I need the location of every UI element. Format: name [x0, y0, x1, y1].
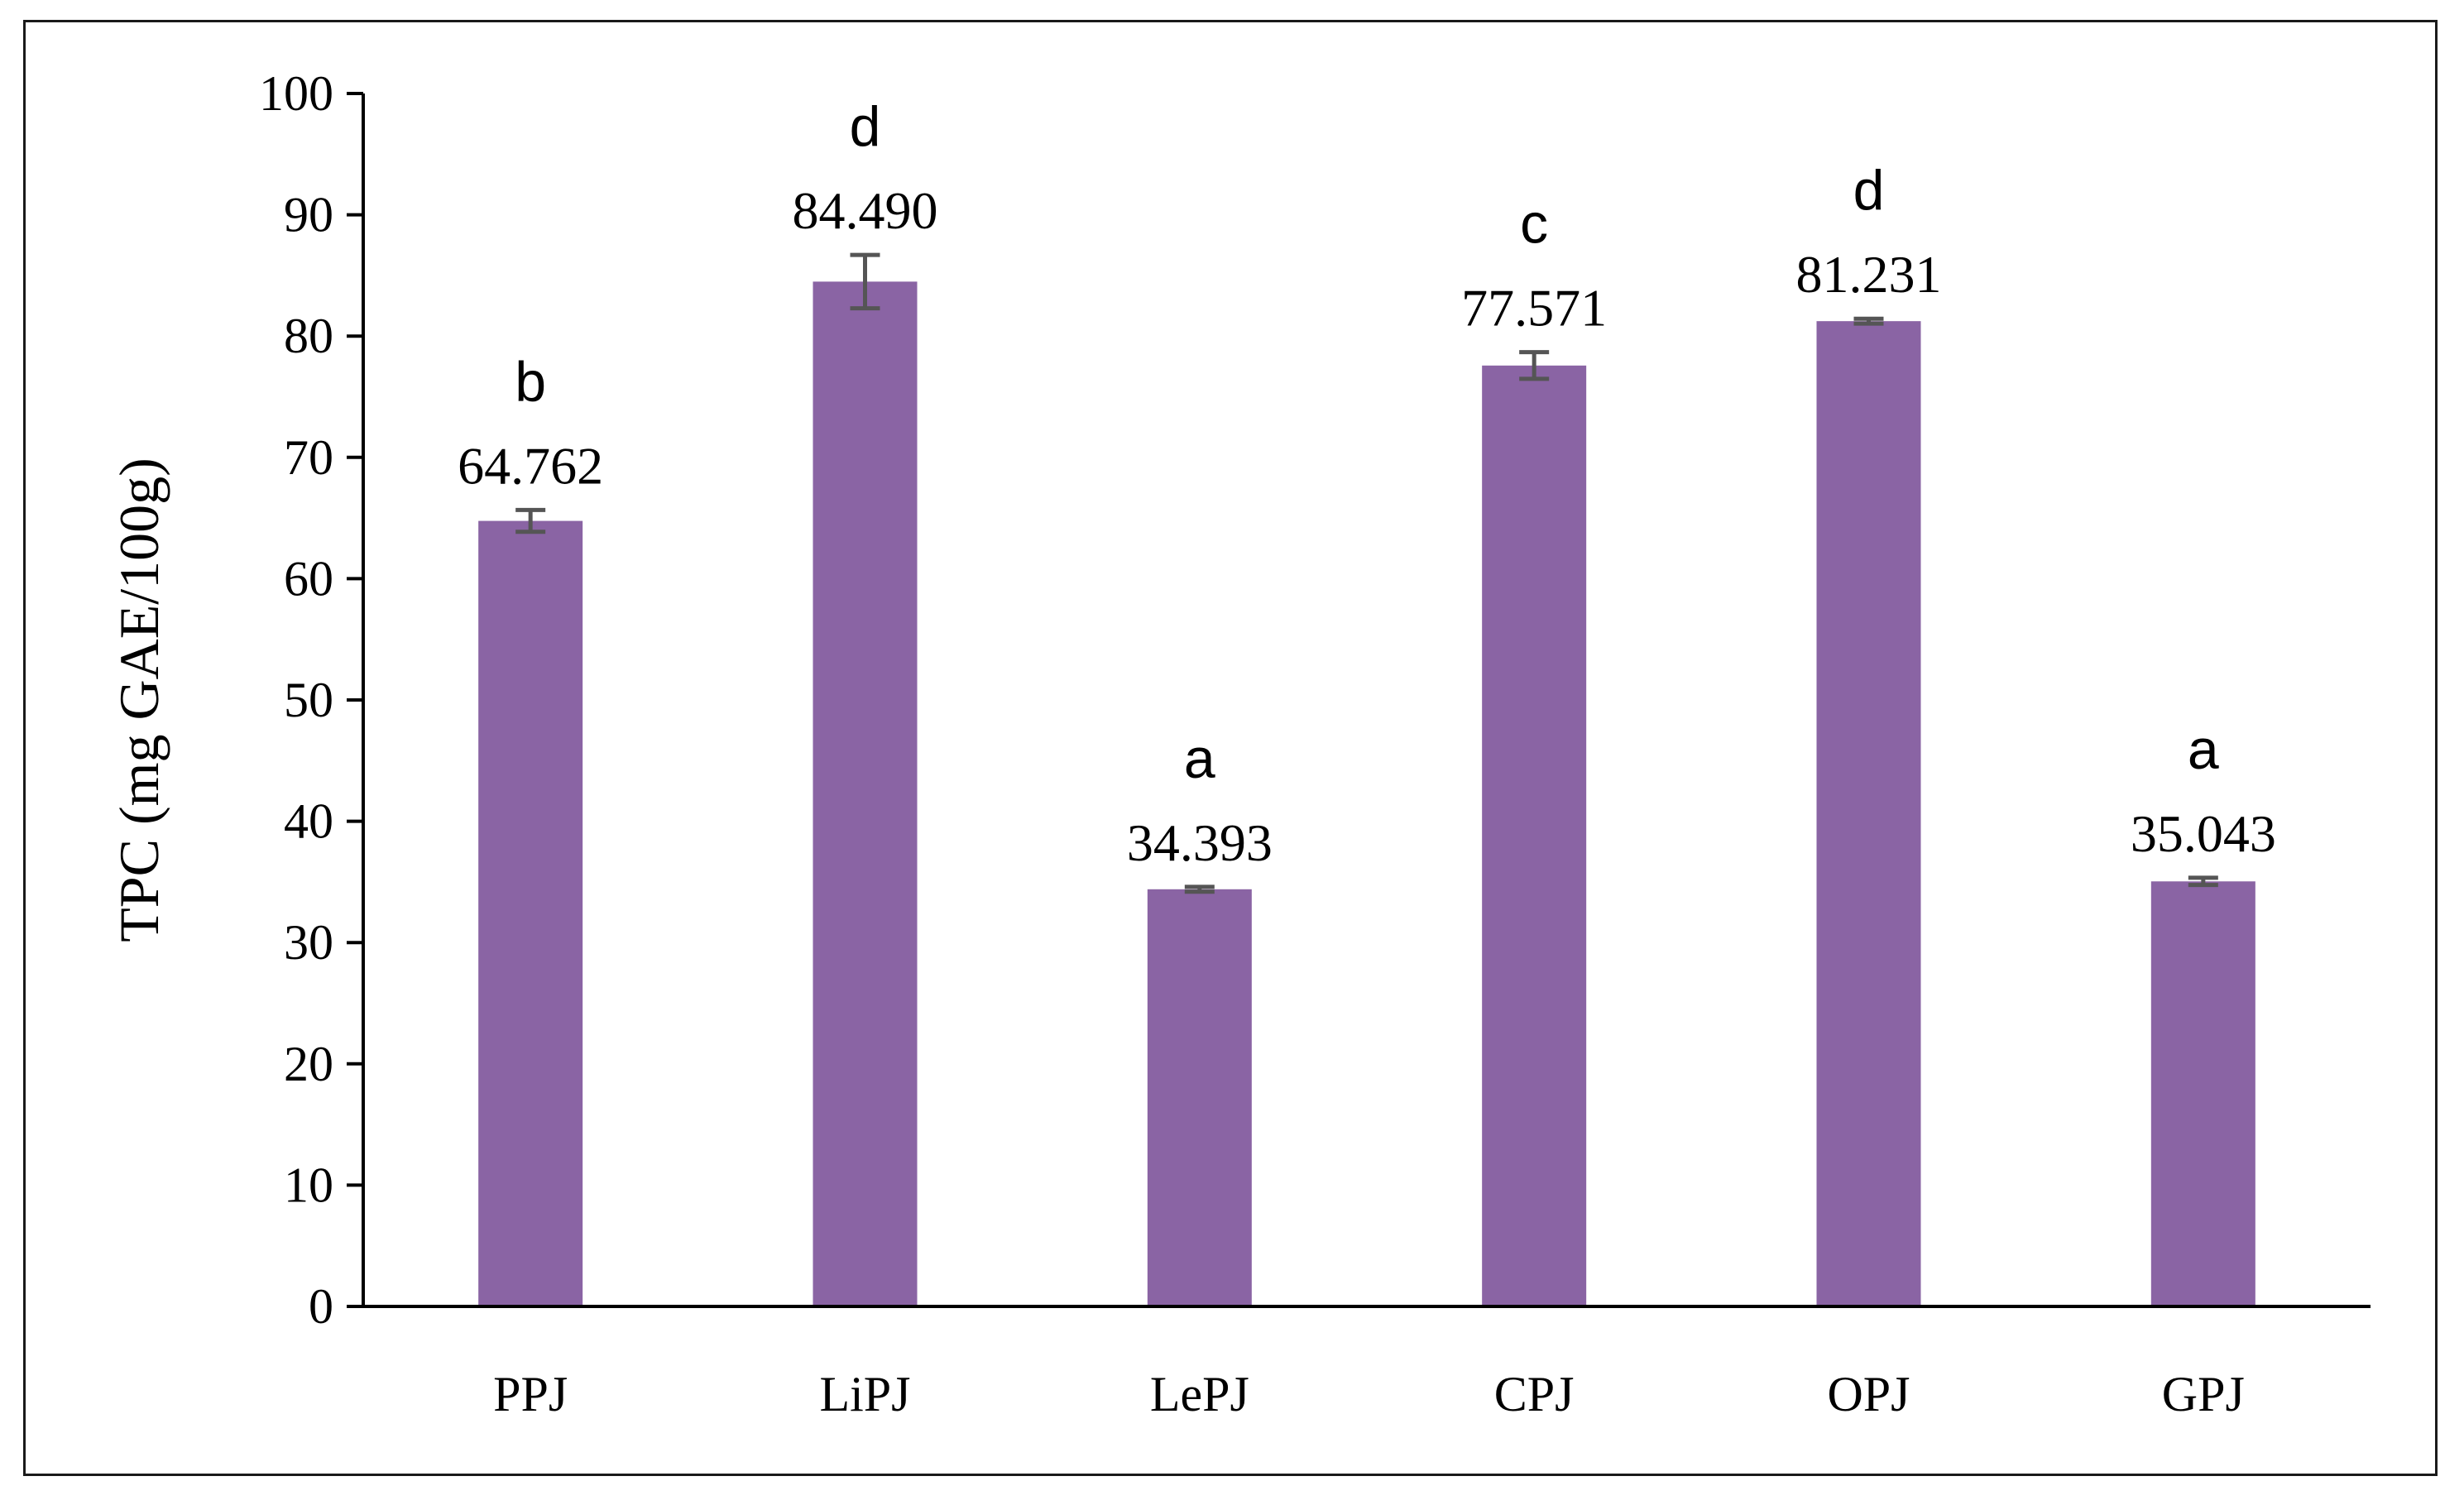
bar-LePJ — [1147, 889, 1252, 1306]
y-tick-label: 0 — [309, 1279, 333, 1334]
significance-letter-LePJ: a — [1184, 727, 1215, 790]
x-category-label-GPJ: GPJ — [2162, 1367, 2245, 1421]
bar-chart: 0 10 20 30 40 50 60 70 80 90 100 64.762 b 84.490 d 34.… — [108, 66, 2371, 1421]
significance-letter-PPJ: b — [515, 350, 546, 413]
x-category-label-LePJ: LePJ — [1150, 1367, 1249, 1421]
x-category-label-CPJ: CPJ — [1494, 1367, 1575, 1421]
bar-PPJ — [478, 520, 583, 1306]
significance-letter-CPJ: c — [1520, 193, 1548, 256]
y-tick-label: 100 — [259, 66, 333, 121]
bar-LiPJ — [813, 281, 918, 1306]
y-tick-label: 40 — [284, 794, 333, 849]
data-labels-group: 64.762 b 84.490 d 34.393 a 77.571 c 81.231 d 35.04… — [458, 95, 2276, 872]
y-tick-label: 90 — [284, 188, 333, 242]
x-category-label-LiPJ: LiPJ — [819, 1367, 910, 1421]
x-axis-categories: PPJ LiPJ LePJ CPJ OPJ GPJ — [493, 1367, 2245, 1421]
significance-letter-LiPJ: d — [850, 95, 881, 158]
x-category-label-PPJ: PPJ — [493, 1367, 568, 1421]
y-tick-label: 50 — [284, 673, 333, 727]
y-tick-label: 70 — [284, 430, 333, 485]
y-tick-label: 10 — [284, 1158, 333, 1212]
bar-CPJ — [1482, 365, 1587, 1307]
value-label-PPJ: 64.762 — [458, 436, 603, 495]
bar-GPJ — [2150, 881, 2255, 1306]
y-tick-label: 80 — [284, 309, 333, 363]
value-label-OPJ: 81.231 — [1796, 245, 1942, 304]
chart-frame: 0 10 20 30 40 50 60 70 80 90 100 64.762 b 84.490 d 34.… — [23, 20, 2438, 1476]
value-label-GPJ: 35.043 — [2131, 804, 2276, 863]
y-tick-label: 20 — [284, 1037, 333, 1091]
y-axis-ticks: 0 10 20 30 40 50 60 70 80 90 100 — [259, 66, 363, 1334]
value-label-LiPJ: 84.490 — [793, 181, 938, 240]
y-tick-label: 60 — [284, 551, 333, 606]
y-tick-label: 30 — [284, 915, 333, 970]
value-label-CPJ: 77.571 — [1461, 279, 1607, 338]
bar-OPJ — [1816, 321, 1921, 1306]
error-bars-group — [515, 252, 2218, 894]
value-label-LePJ: 34.393 — [1127, 813, 1273, 872]
bars-group — [478, 281, 2255, 1307]
significance-letter-GPJ: a — [2188, 718, 2219, 781]
y-axis-title: TPC (mg GAE/100g) — [108, 458, 170, 942]
significance-letter-OPJ: d — [1853, 159, 1885, 222]
x-category-label-OPJ: OPJ — [1827, 1367, 1910, 1421]
